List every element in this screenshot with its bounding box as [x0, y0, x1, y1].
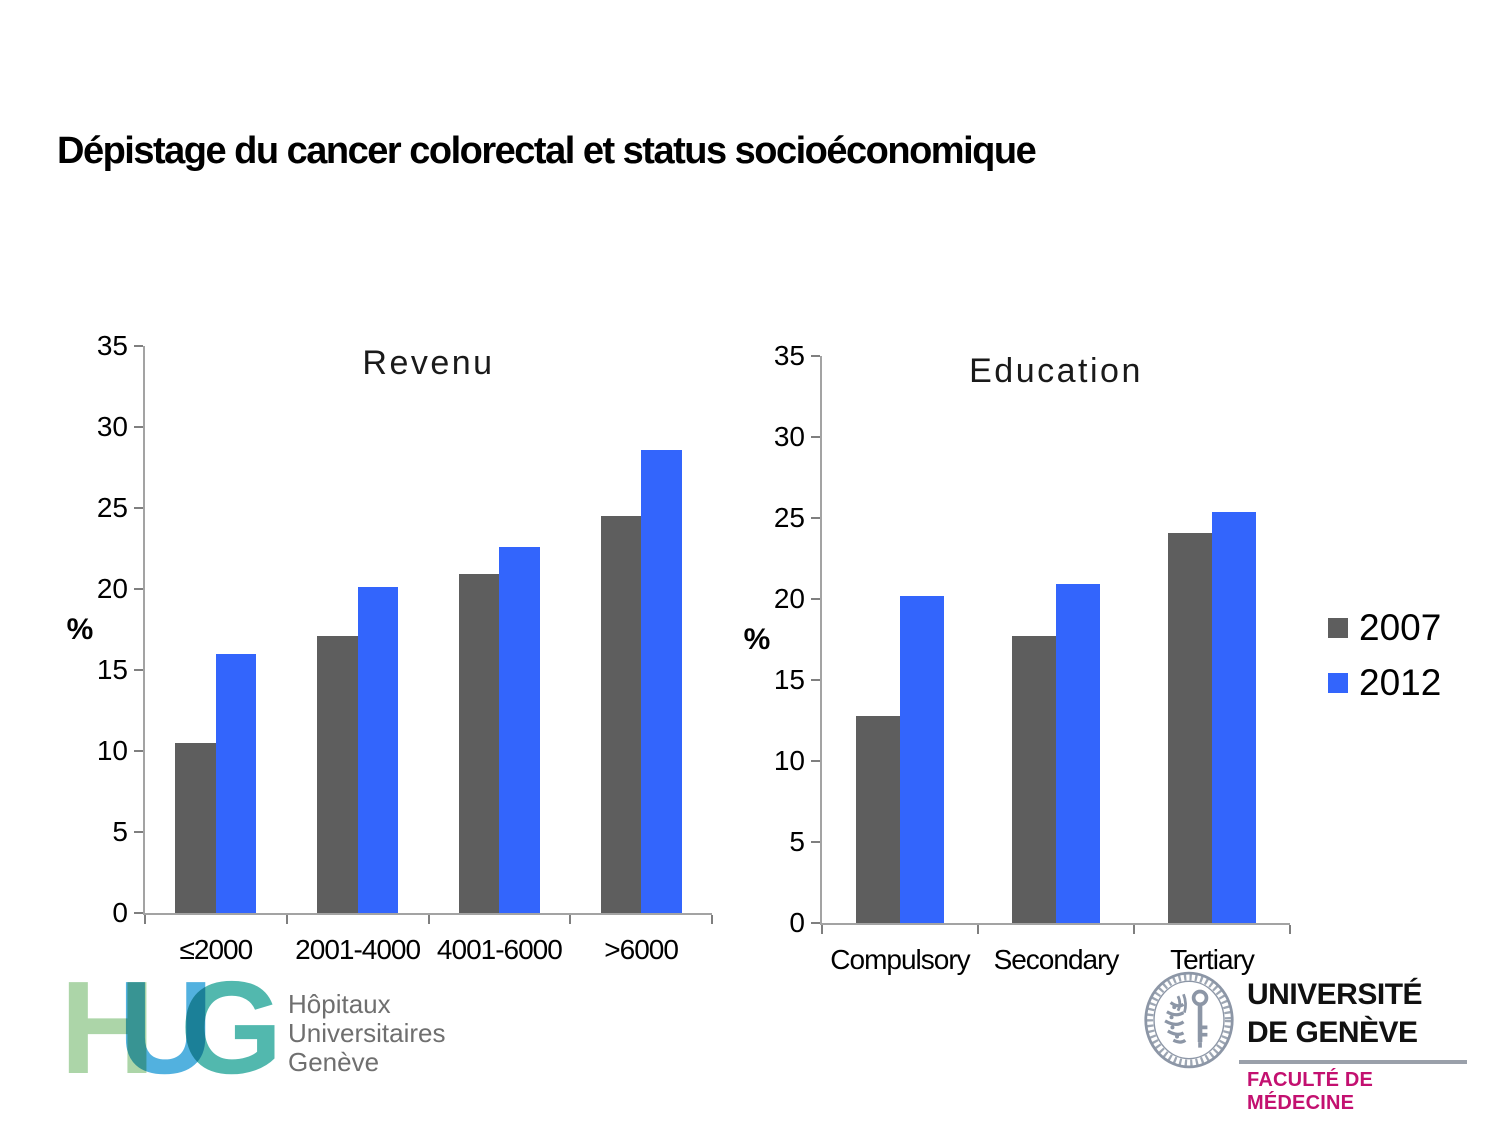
bar-2012-4001-6000	[499, 546, 540, 913]
x-tick	[821, 925, 823, 934]
y-tick-label: 35	[96, 330, 128, 361]
x-tick	[569, 915, 572, 924]
unige-divider	[1239, 1060, 1467, 1064]
y-tick	[134, 507, 143, 509]
x-category-label: 2001-4000	[295, 934, 421, 965]
y-tick	[134, 912, 143, 914]
y-tick-label: 10	[773, 745, 805, 776]
bar-2007-Secondary	[1011, 636, 1056, 923]
y-tick	[134, 669, 143, 671]
x-tick	[711, 915, 713, 924]
y-tick-label: 5	[789, 826, 805, 857]
x-tick	[1289, 925, 1291, 934]
x-category-label: Secondary	[993, 944, 1120, 975]
y-tick-label: 15	[773, 664, 805, 695]
y-tick	[811, 517, 820, 519]
y-axis-label: %	[743, 622, 771, 656]
hug-org-line: Hôpitaux	[288, 989, 391, 1019]
unige-name-line1: UNIVERSITÉ	[1247, 978, 1423, 1011]
plot-area-revenu	[143, 346, 712, 915]
y-tick-label: 15	[96, 654, 128, 685]
bar-2007-2001-4000	[317, 635, 358, 913]
unige-name: UNIVERSITÉ DE GENÈVE	[1247, 976, 1423, 1052]
bar-2012-≤2000	[215, 653, 257, 913]
y-tick-label: 30	[773, 421, 805, 452]
y-tick-label: 0	[789, 907, 805, 938]
bar-2007->6000	[600, 516, 642, 913]
bar-2007-4001-6000	[458, 574, 500, 913]
slide-title: Dépistage du cancer colorectal et status…	[57, 130, 1037, 172]
y-tick-label: 10	[96, 735, 128, 766]
chart-title-education: Education	[969, 352, 1143, 390]
y-tick-label: 20	[96, 573, 128, 604]
y-tick	[134, 426, 143, 428]
bar-2012-Secondary	[1056, 584, 1101, 923]
y-tick-label: 35	[773, 340, 805, 371]
unige-faculty: FACULTÉ DE MÉDECINE	[1247, 1069, 1374, 1114]
y-tick-label: 20	[773, 583, 805, 614]
legend-label-2012: 2012	[1359, 661, 1442, 703]
y-tick-label: 25	[96, 492, 128, 523]
unige-logo: UNIVERSITÉ DE GENÈVE FACULTÉ DE MÉDECINE	[1143, 968, 1473, 1114]
y-axis-label: %	[66, 612, 94, 646]
x-tick	[977, 925, 979, 934]
y-tick	[811, 922, 820, 924]
x-tick	[427, 915, 430, 924]
y-tick	[134, 588, 143, 590]
bar-2007-Tertiary	[1167, 532, 1212, 923]
x-tick	[144, 915, 146, 924]
y-tick-label: 0	[112, 897, 128, 928]
y-tick	[811, 355, 820, 357]
bar-2012-2001-4000	[357, 587, 399, 913]
x-tick	[1133, 925, 1135, 934]
y-tick-label: 5	[112, 816, 128, 847]
y-tick	[134, 345, 143, 347]
x-category-label: 4001-6000	[436, 934, 563, 965]
legend-label-2007: 2007	[1359, 606, 1442, 648]
y-tick	[811, 841, 820, 843]
hug-letter-G: G	[180, 954, 283, 1101]
y-tick	[811, 598, 820, 600]
plot-area-education	[820, 356, 1290, 925]
hug-org-line: Genève	[288, 1047, 380, 1078]
y-tick	[134, 831, 143, 833]
x-category-label: Tertiary	[1170, 944, 1255, 975]
hug-letter-U: U	[118, 954, 214, 1101]
hug-org-line: Universitaires	[288, 1018, 446, 1049]
unige-name-line2: DE GENÈVE	[1247, 1015, 1418, 1049]
chart-title-revenu: Revenu	[362, 344, 495, 382]
y-tick-label: 30	[96, 411, 128, 442]
y-tick	[811, 436, 820, 438]
y-tick	[811, 760, 820, 762]
bar-2012-Compulsory	[900, 595, 945, 923]
legend-item-2007: 2007	[1328, 600, 1441, 655]
hug-letter-H: H	[60, 954, 156, 1101]
bar-2007-Compulsory	[855, 715, 900, 923]
legend-swatch-2012	[1328, 672, 1348, 693]
x-category-label: >6000	[604, 934, 679, 965]
y-tick	[811, 679, 820, 681]
bar-2012->6000	[641, 449, 682, 913]
x-category-label: Compulsory	[830, 944, 970, 975]
x-tick	[285, 915, 288, 924]
bar-2012-Tertiary	[1212, 511, 1257, 923]
bar-2007-≤2000	[175, 742, 216, 913]
unige-seal-icon	[1144, 971, 1234, 1069]
y-tick-label: 25	[773, 502, 805, 533]
chart-legend: 2007 2012	[1328, 600, 1441, 710]
legend-item-2012: 2012	[1328, 655, 1441, 710]
legend-swatch-2007	[1328, 617, 1348, 638]
x-category-label: ≤2000	[179, 934, 254, 965]
y-tick	[134, 750, 143, 752]
hug-org-name: Hôpitaux Universitaires Genève	[288, 989, 446, 1078]
